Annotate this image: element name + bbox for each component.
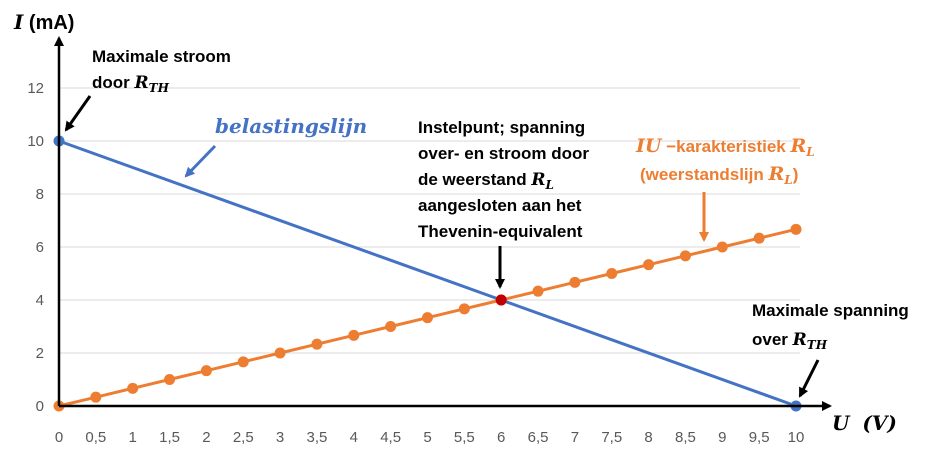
x-tick-5: 5 xyxy=(423,429,431,446)
operating-point xyxy=(495,294,507,306)
series-layer xyxy=(53,135,802,412)
y-tick-12: 12 xyxy=(27,80,44,97)
instel-line2: over- en stroom door xyxy=(418,144,589,163)
series-2-point-13 xyxy=(532,285,544,297)
series-2-point-10 xyxy=(422,312,433,324)
y-tick-2: 2 xyxy=(36,345,44,362)
series-2-point-11 xyxy=(458,303,470,315)
x-axis-unit: (V) xyxy=(862,411,896,435)
max-current-label-line2: door RTH xyxy=(92,73,170,95)
instel-line3-text: de weerstand xyxy=(418,170,531,189)
max-current-arrow xyxy=(64,95,92,132)
max-voltage-line1: Maximale spanning xyxy=(752,301,909,320)
series-line-1 xyxy=(58,139,797,408)
series-2-point-2 xyxy=(127,382,139,394)
weerstand-r: R xyxy=(767,163,784,185)
series-2-point-7 xyxy=(311,338,323,350)
y-tick-labels: 0 2 4 6 8 10 12 xyxy=(27,80,44,415)
max-voltage-arrow xyxy=(798,359,820,398)
series-2-point-18 xyxy=(716,241,728,253)
y-tick-0: 0 xyxy=(36,398,44,415)
iu-text: −karakteristiek xyxy=(661,137,790,156)
series-2-point-6 xyxy=(274,347,286,359)
x-tick-1: 1 xyxy=(129,429,137,446)
series-2-point-19 xyxy=(753,232,765,244)
x-tick-3,5: 3,5 xyxy=(307,429,328,446)
y-axis-label: I (mA) xyxy=(13,10,74,34)
max-current-door: door xyxy=(92,73,135,92)
iu-sub: L xyxy=(805,145,814,159)
series-2-point-4 xyxy=(200,365,212,377)
x-tick-6: 6 xyxy=(497,429,505,446)
instel-line5: Thevenin-equivalent xyxy=(418,222,583,241)
weerstand-close: ) xyxy=(793,165,799,184)
series-2-point-14 xyxy=(569,276,581,288)
instel-line3: de weerstand RL xyxy=(418,170,554,192)
load-line-label: belastingslijn xyxy=(215,114,367,138)
series-2-point-3 xyxy=(164,374,176,385)
max-current-label-line1: Maximale stroom xyxy=(92,47,231,66)
series-2-point-16 xyxy=(643,259,655,271)
x-tick-labels: 0 0,5 1 1,5 2 2,5 3 3,5 4 4,5 5 5,5 6 6,5 7 7,5 8 8,5 9 9,5… xyxy=(55,429,805,446)
y-axis-unit: (mA) xyxy=(23,12,74,34)
series-2-point-17 xyxy=(679,250,691,262)
x-tick-2: 2 xyxy=(202,429,210,446)
series-2-point-5 xyxy=(237,356,249,368)
weerstand-sub: L xyxy=(783,173,792,187)
weerstand-text: (weerstandslijn xyxy=(640,165,768,184)
series-2-point-8 xyxy=(348,329,360,341)
x-axis-symbol: U xyxy=(832,411,851,435)
x-tick-4,5: 4,5 xyxy=(380,429,401,446)
x-tick-6,5: 6,5 xyxy=(528,429,549,446)
x-tick-1,5: 1,5 xyxy=(159,429,180,446)
max-voltage-r: R xyxy=(792,330,807,350)
iu-symbol: IU xyxy=(635,135,663,157)
series-2-point-9 xyxy=(385,321,397,332)
load-line-arrow xyxy=(184,144,217,178)
iu-r: R xyxy=(789,135,806,157)
instel-line1: Instelpunt; spanning xyxy=(418,118,585,137)
max-voltage-line2: over RTH xyxy=(752,330,828,352)
max-current-sub: TH xyxy=(149,81,170,95)
x-tick-8,5: 8,5 xyxy=(675,429,696,446)
max-voltage-over: over xyxy=(752,330,793,349)
x-tick-0,5: 0,5 xyxy=(85,429,106,446)
x-tick-3: 3 xyxy=(276,429,284,446)
instel-line4: aangesloten aan het xyxy=(418,196,582,215)
gridlines xyxy=(59,87,800,354)
series-2-point-15 xyxy=(606,268,618,279)
x-tick-7,5: 7,5 xyxy=(601,429,622,446)
max-current-r: R xyxy=(134,73,149,93)
x-tick-0: 0 xyxy=(55,429,63,446)
x-tick-2,5: 2,5 xyxy=(233,429,254,446)
y-axis-symbol: I xyxy=(13,10,24,34)
x-axis-label: U (V) xyxy=(832,411,897,435)
y-tick-8: 8 xyxy=(36,186,44,203)
x-tick-10: 10 xyxy=(788,429,805,446)
series-2-point-20 xyxy=(790,223,802,235)
x-tick-5,5: 5,5 xyxy=(454,429,475,446)
x-tick-4: 4 xyxy=(350,429,358,446)
y-tick-4: 4 xyxy=(36,292,44,309)
x-tick-9,5: 9,5 xyxy=(749,429,770,446)
iu-label: IU −karakteristiek RL xyxy=(635,135,815,159)
max-voltage-sub: TH xyxy=(807,338,828,352)
x-tick-9: 9 xyxy=(718,429,726,446)
y-tick-6: 6 xyxy=(36,239,44,256)
x-tick-7: 7 xyxy=(571,429,579,446)
series-2-point-1 xyxy=(90,391,102,403)
y-tick-10: 10 xyxy=(27,133,44,150)
x-tick-8: 8 xyxy=(644,429,652,446)
instel-r: R xyxy=(530,170,545,190)
weerstand-label: (weerstandslijn RL) xyxy=(640,163,798,187)
instel-sub: L xyxy=(545,178,554,192)
